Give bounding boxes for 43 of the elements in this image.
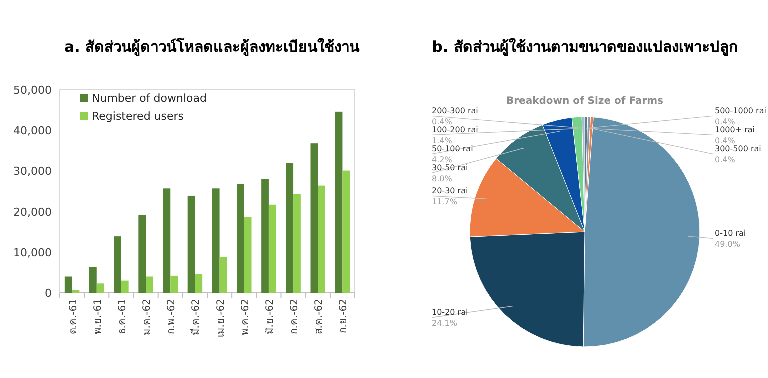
value-label: 11.7% [432, 198, 458, 207]
title: a. สัดส่วนผู้ดาวน์โหลดและผู้ลงทะเบียนใช้งาน [64, 38, 360, 56]
xtick: ธ.ค.-61 [117, 299, 128, 335]
value-label: 24.1% [432, 319, 458, 328]
value-label: 0.4% [715, 136, 736, 146]
xtick: ม.ค.-62 [142, 299, 154, 336]
slice-label: 50-100 rai [432, 144, 474, 154]
slice-label: 300-500 rai [715, 144, 762, 154]
ytick: 50,000 [14, 84, 52, 97]
value-label: 1.4% [432, 136, 452, 146]
value-label: 0.4% [715, 118, 736, 127]
slice-label: 100-200 rai [432, 126, 478, 135]
ytick: 10,000 [14, 246, 52, 260]
value-label: 8.0% [432, 174, 452, 184]
slice-label: 1000+ rai [715, 126, 756, 135]
slice-label: 200-300 rai [432, 106, 478, 116]
ytick: 20,000 [14, 206, 52, 219]
xtick: ก.พ.-62 [166, 299, 178, 335]
xtick: ต.ค.-61 [68, 299, 80, 335]
ytick: 30,000 [14, 165, 52, 178]
slice-label: 0-10 rai [715, 229, 746, 238]
value-label: 49.0% [715, 240, 740, 250]
xtick: มี.ค.-62 [191, 299, 202, 336]
slice-label: 30-50 rai [432, 164, 468, 173]
xtick: พ.ย.-61 [92, 299, 104, 335]
value-label: 0.4% [715, 156, 736, 165]
xtick: มิ.ย.-62 [264, 299, 276, 335]
slice-label: 20-30 rai [432, 186, 468, 196]
xtick: เม.ย.-62 [216, 299, 227, 338]
value-label: 4.2% [432, 156, 452, 165]
ytick: 40,000 [14, 124, 52, 138]
slice-label: 10-20 rai [432, 308, 468, 318]
slice-label: 500-1000 rai [715, 106, 766, 116]
title: b. สัดส่วนผู้ใช้งานตามขนาดของแปลงเพาะปลูก [432, 38, 738, 56]
xtick: ก.ค.-62 [290, 299, 301, 335]
xtick: ส.ค.-62 [314, 299, 326, 335]
value-label: 0.4% [432, 118, 452, 127]
subtitle: Breakdown of Size of Farms [506, 96, 664, 107]
ytick: 0 [45, 287, 52, 300]
legend: Number of download [92, 92, 207, 105]
xtick: ก.ย.-62 [338, 299, 350, 334]
legend: Registered users [92, 110, 184, 123]
xtick: พ.ค.-62 [240, 299, 252, 336]
